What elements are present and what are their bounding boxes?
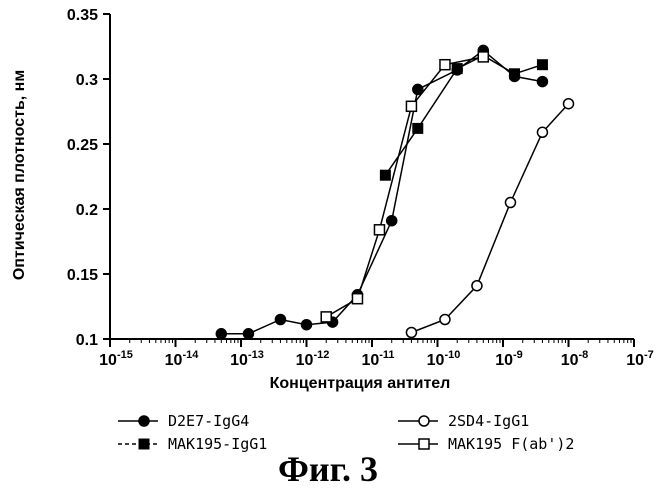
x-tick-label: 10-8 — [561, 349, 589, 369]
series-3-point — [564, 99, 574, 109]
y-axis-title: Оптическая плотность, нм — [11, 70, 28, 280]
series-3-point — [505, 198, 515, 208]
series-1-point — [387, 216, 397, 226]
series-4-point — [352, 294, 362, 304]
series-2-point — [413, 123, 423, 133]
series-line-1 — [221, 50, 542, 333]
x-tick-label: 10-13 — [230, 349, 264, 369]
x-tick-label: 10-12 — [296, 349, 330, 369]
series-2-point — [452, 64, 462, 74]
y-tick-label: 0.35 — [67, 7, 98, 24]
legend: D2E7-IgG4MAK195-IgG12SD4-IgG1MAK195 F(ab… — [118, 412, 574, 453]
y-tick-label: 0.15 — [67, 267, 98, 284]
series-4-point — [321, 312, 331, 322]
series-3-point — [472, 281, 482, 291]
legend-label: 2SD4-IgG1 — [448, 412, 529, 430]
y-tick-label: 0.1 — [76, 332, 98, 349]
series-1-point — [216, 329, 226, 339]
y-tick-label: 0.3 — [76, 72, 98, 89]
series-3-point — [537, 127, 547, 137]
series-4-point — [440, 60, 450, 70]
series-2-point — [537, 60, 547, 70]
legend-label: D2E7-IgG4 — [168, 412, 249, 430]
legend-marker — [139, 416, 149, 426]
series-1-point — [413, 84, 423, 94]
legend-marker — [419, 416, 429, 426]
series-1-point — [243, 329, 253, 339]
series-line-4 — [326, 57, 483, 317]
series-4-point — [374, 225, 384, 235]
plot-area: 0.1 0.15 0.2 0.25 0.3 0.35 10-15 10-14 10-13 10-1… — [67, 7, 654, 369]
series-4-point — [406, 101, 416, 111]
y-tick-label: 0.2 — [76, 202, 98, 219]
x-tick-label: 10-10 — [427, 349, 461, 369]
x-tick-label: 10-11 — [361, 349, 394, 369]
series-2-point — [510, 69, 520, 79]
figure-caption: Фиг. 3 — [0, 448, 656, 490]
y-tick-label: 0.25 — [67, 137, 98, 154]
x-axis-title: Концентрация антител — [270, 375, 451, 392]
series-1-point — [302, 320, 312, 330]
x-tick-label: 10-15 — [99, 349, 133, 369]
series-2-point — [380, 170, 390, 180]
series-3-point — [440, 315, 450, 325]
series-1-point — [275, 315, 285, 325]
series-line-3 — [411, 104, 568, 333]
x-tick-label: 10-7 — [626, 349, 654, 369]
series-3-point — [406, 328, 416, 338]
x-tick-label: 10-9 — [495, 349, 523, 369]
x-tick-label: 10-14 — [165, 349, 200, 369]
series-4-point — [478, 52, 488, 62]
series-1-point — [537, 77, 547, 87]
